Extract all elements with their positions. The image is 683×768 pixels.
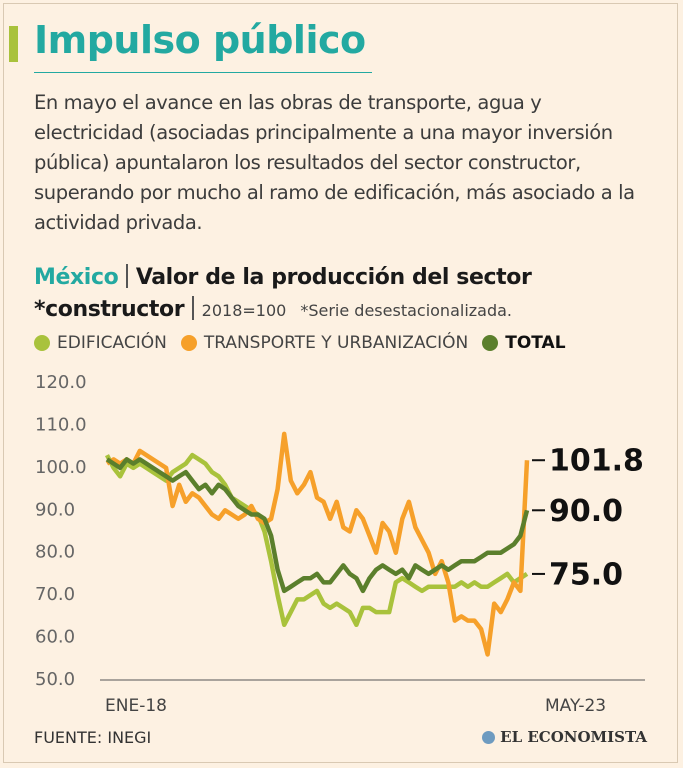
- y-tick-label: 70.0: [35, 584, 75, 605]
- units: 2018=100: [201, 301, 287, 320]
- legend-label: TRANSPORTE Y URBANIZACIÓN: [203, 333, 469, 353]
- series-line: [105, 431, 530, 657]
- region: México: [34, 265, 119, 290]
- chart-heading: México Valor de la producción del sector …: [34, 262, 654, 327]
- note: *Serie desestacionalizada.: [300, 301, 513, 320]
- legend-item: TRANSPORTE Y URBANIZACIÓN: [180, 333, 469, 353]
- value-label: 75.0: [549, 557, 623, 592]
- source: FUENTE: INEGI: [34, 728, 152, 747]
- y-tick-label: 90.0: [35, 499, 75, 520]
- logo-text: EL ECONOMISTA: [500, 728, 647, 746]
- frame: [3, 3, 678, 763]
- legend-swatch: [34, 335, 50, 351]
- separator: [192, 296, 194, 320]
- y-tick-label: 50.0: [35, 669, 75, 690]
- series-line: [105, 452, 529, 628]
- value-label: 101.8: [549, 444, 644, 479]
- logo: EL ECONOMISTA: [482, 728, 647, 746]
- legend-label: TOTAL: [505, 333, 566, 353]
- separator: [126, 264, 128, 288]
- title-rule: [34, 72, 372, 73]
- x-tick-label: ENE-18: [105, 696, 167, 716]
- y-tick-label: 60.0: [35, 627, 75, 648]
- y-tick-label: 100.0: [35, 457, 87, 478]
- y-tick-label: 80.0: [35, 542, 75, 563]
- value-label: 90.0: [549, 494, 623, 529]
- x-tick-label: MAY-23: [545, 696, 606, 716]
- logo-icon: [482, 730, 496, 744]
- legend: EDIFICACIÓN TRANSPORTE Y URBANIZACIÓN TOTA…: [34, 333, 580, 353]
- series-line: [105, 457, 530, 594]
- legend-swatch: [180, 335, 197, 351]
- title: Impulso público: [34, 18, 366, 62]
- legend-swatch: [482, 335, 499, 351]
- y-tick-label: 110.0: [35, 414, 87, 435]
- subtitle: En mayo el avance en las obras de transp…: [34, 91, 635, 234]
- legend-label: EDIFICACIÓN: [57, 333, 167, 353]
- legend-item: TOTAL: [482, 333, 566, 353]
- accent-bar: [9, 26, 18, 62]
- chart-title: Valor de la producción del sector *const…: [34, 265, 532, 322]
- y-tick-label: 120.0: [35, 372, 87, 393]
- legend-item: EDIFICACIÓN: [34, 333, 167, 353]
